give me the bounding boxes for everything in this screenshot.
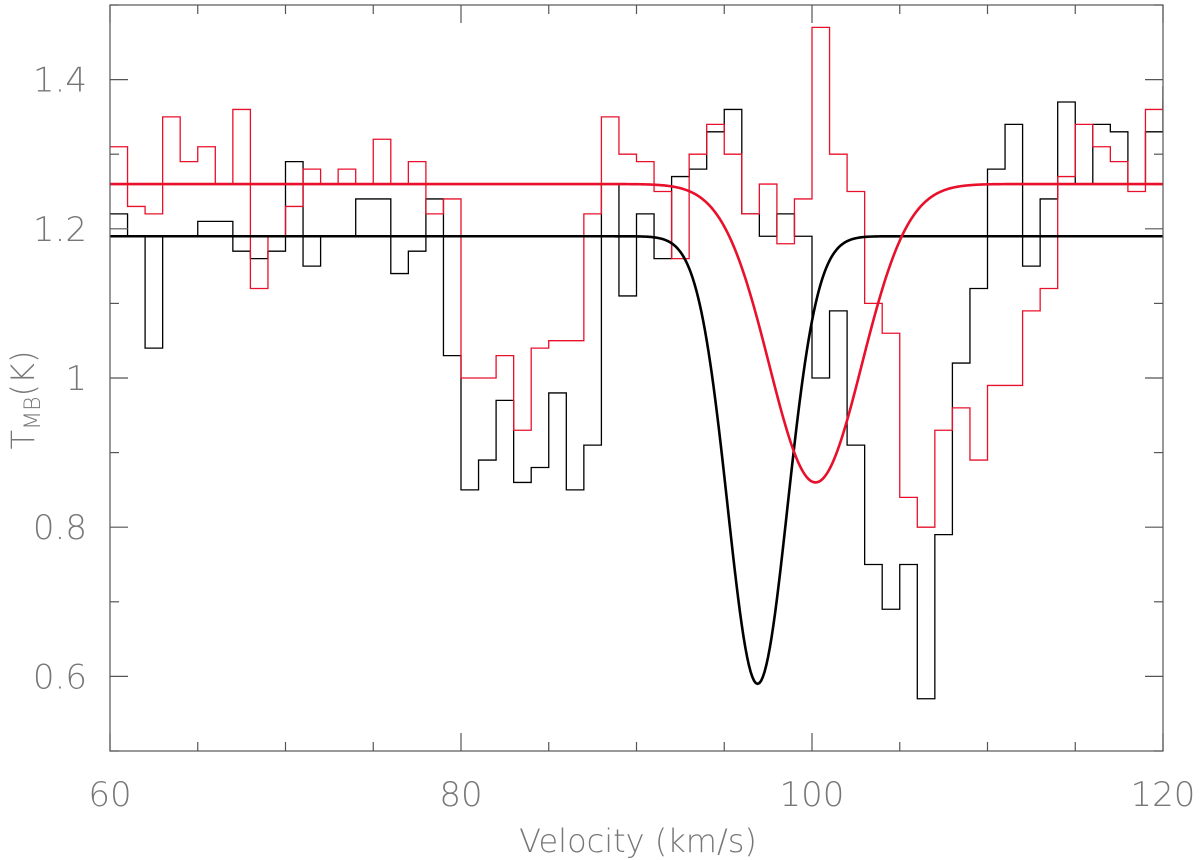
- y-tick-label: 1.4: [33, 61, 87, 101]
- x-tick-label: 80: [439, 775, 482, 815]
- x-tick-label: 60: [88, 775, 131, 815]
- y-tick-label: 1: [65, 359, 87, 399]
- axes: 60 80 100 120 0.6 0.8 1 1.2 1.4: [33, 4, 1196, 815]
- y-axis-title: TMB(K): [4, 351, 46, 450]
- gaussian-fit-3: [110, 182, 1163, 484]
- y-axis-title-subscript: MB: [21, 397, 46, 430]
- y-tick-label: 1.2: [33, 210, 87, 250]
- x-axis-title: Velocity (km/s): [519, 822, 757, 860]
- y-tick-label: 0.6: [33, 657, 87, 697]
- y-axis-title-unit: (K): [4, 351, 42, 397]
- plot-area: [110, 26, 1163, 700]
- x-tick-label: 120: [1131, 775, 1196, 815]
- y-axis-title-symbol: T: [4, 430, 42, 450]
- histogram-series-1: [110, 26, 1163, 528]
- histogram-series-0: [110, 86, 1163, 700]
- y-tick-label: 0.8: [33, 508, 87, 548]
- plot-frame: [109, 4, 1164, 752]
- gaussian-fit-2: [110, 234, 1163, 686]
- x-tick-label: 100: [780, 775, 845, 815]
